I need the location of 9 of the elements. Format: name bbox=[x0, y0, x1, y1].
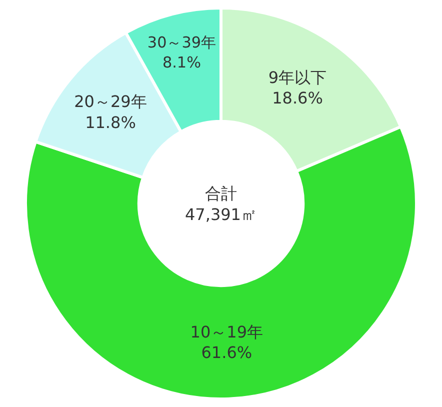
slice-label: 9年以下 bbox=[268, 68, 327, 87]
slice-label: 20～29年 bbox=[74, 92, 147, 112]
data-label: 61.6% bbox=[201, 343, 252, 362]
slice-label: 10～19年 bbox=[190, 322, 264, 342]
data-label: 11.8% bbox=[85, 112, 136, 132]
data-label: 8.1% bbox=[162, 53, 201, 72]
text: 合計 47,391㎡ bbox=[185, 184, 257, 224]
data-label: 18.6% bbox=[272, 88, 323, 108]
slice-label: 30～39年 bbox=[147, 34, 216, 52]
